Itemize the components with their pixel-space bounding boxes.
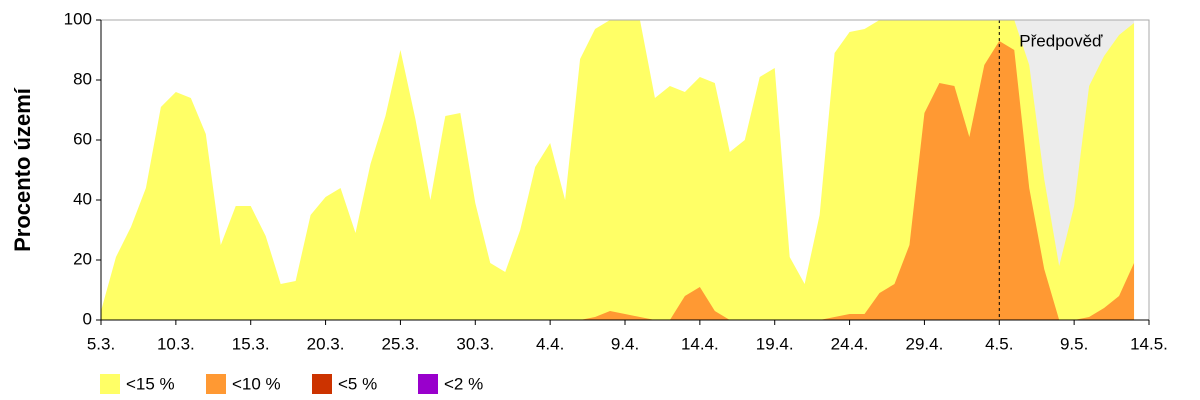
forecast-label: Předpověď <box>1019 31 1103 50</box>
x-tick-label: 4.5. <box>985 334 1013 353</box>
legend-label: <2 % <box>444 374 483 393</box>
x-tick-label: 25.3. <box>382 334 420 353</box>
x-tick-label: 14.4. <box>681 334 719 353</box>
y-tick-label: 60 <box>73 129 92 148</box>
y-axis-title: Procento území <box>10 87 35 252</box>
y-tick-label: 20 <box>73 249 92 268</box>
y-tick-label: 0 <box>83 309 92 328</box>
y-tick-label: 40 <box>73 189 92 208</box>
y-tick-label: 100 <box>64 9 92 28</box>
legend-label: <10 % <box>232 374 281 393</box>
x-tick-label: 20.3. <box>307 334 345 353</box>
legend-label: <15 % <box>126 374 175 393</box>
y-tick-label: 80 <box>73 69 92 88</box>
x-tick-label: 9.5. <box>1060 334 1088 353</box>
x-tick-label: 10.3. <box>157 334 195 353</box>
x-tick-label: 14.5. <box>1130 334 1168 353</box>
legend-swatch <box>206 374 226 394</box>
x-tick-label: 29.4. <box>906 334 944 353</box>
x-tick-label: 30.3. <box>456 334 494 353</box>
x-tick-label: 9.4. <box>611 334 639 353</box>
area <box>101 20 1135 320</box>
legend-swatch <box>312 374 332 394</box>
x-tick-label: 15.3. <box>232 334 270 353</box>
x-tick-label: 24.4. <box>831 334 869 353</box>
area <box>101 41 1135 320</box>
legend-label: <5 % <box>338 374 377 393</box>
x-tick-label: 4.4. <box>536 334 564 353</box>
legend-swatch <box>418 374 438 394</box>
x-tick-label: 19.4. <box>756 334 794 353</box>
legend-swatch <box>100 374 120 394</box>
x-tick-label: 5.3. <box>87 334 115 353</box>
